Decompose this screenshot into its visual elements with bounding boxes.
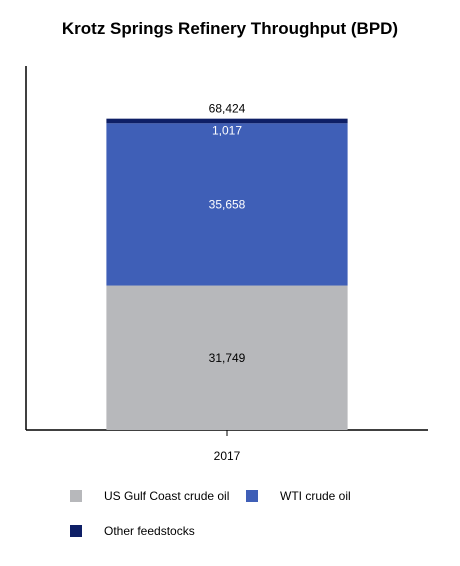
bar-segment [106, 285, 348, 430]
bar-segment [106, 123, 348, 286]
plot-area: 31,749 35,658 1,017 68,424 2017 [25, 66, 428, 463]
legend-swatch [70, 525, 82, 537]
chart-title: Krotz Springs Refinery Throughput (BPD) [62, 19, 398, 38]
legend-swatch [70, 490, 82, 502]
data-label: 35,658 [209, 197, 246, 211]
legend-label: Other feedstocks [104, 524, 195, 538]
bar-segment [106, 118, 348, 124]
legend-label: WTI crude oil [280, 489, 351, 503]
x-tick-label: 2017 [214, 449, 241, 463]
total-label: 68,424 [209, 102, 246, 116]
legend-label: US Gulf Coast crude oil [104, 489, 229, 503]
legend-swatch [246, 490, 258, 502]
legend: US Gulf Coast crude oil WTI crude oil Othe… [70, 489, 351, 538]
data-label: 31,749 [209, 351, 246, 365]
data-label: 1,017 [212, 123, 242, 137]
